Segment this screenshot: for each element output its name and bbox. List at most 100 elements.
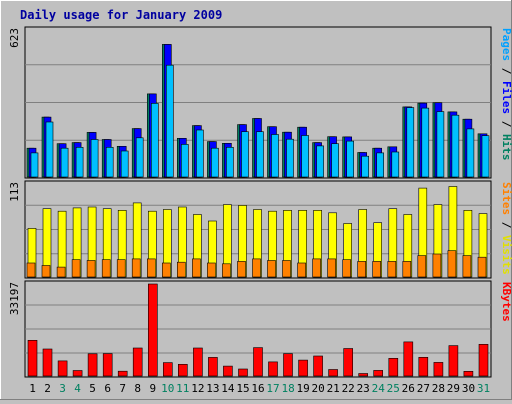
axis-label-hits: Pages / Files / Hits (500, 28, 512, 161)
bar-kbytes (27, 339, 38, 377)
axis-label-part: KBytes (500, 282, 512, 322)
bar-kbytes (448, 345, 459, 377)
x-tick-label: 31 (477, 382, 490, 395)
y-max-label-hits: 623 (8, 28, 21, 48)
x-axis-labels: 1 2 3 4 5 6 7 8 9 10 11 12 13 14 15 16 17 18 19 20 21 22 23 24 2… (29, 382, 490, 395)
bar-sites (342, 259, 352, 278)
x-tick-label: 6 (104, 382, 111, 395)
x-tick-label: 28 (432, 382, 445, 395)
bar-kbytes (163, 362, 173, 377)
bar-kbytes (87, 353, 98, 377)
bar-pages (406, 107, 415, 178)
bar-sites (222, 263, 231, 278)
bar-sites (357, 261, 367, 278)
bar-sites (56, 266, 66, 278)
bar-kbytes (223, 365, 233, 377)
bar-kbytes (193, 347, 203, 377)
bar-sites (237, 261, 246, 278)
bar-sites (192, 258, 201, 278)
bar-kbytes (358, 373, 369, 377)
bar-sites (207, 262, 216, 278)
bar-kbytes (102, 353, 113, 377)
bar-kbytes (313, 355, 323, 377)
bar-kbytes (132, 347, 143, 377)
bar-sites (312, 258, 321, 278)
axis-label-part: / (500, 114, 512, 134)
bar-sites (282, 260, 291, 278)
x-tick-label: 20 (311, 382, 324, 395)
bar-pages (30, 152, 39, 178)
bar-kbytes (117, 370, 128, 377)
bar-pages (196, 129, 204, 178)
bar-pages (361, 155, 370, 178)
bar-pages (451, 114, 460, 178)
bar-sites (402, 261, 412, 278)
x-tick-label: 15 (236, 382, 249, 395)
bar-pages (436, 111, 445, 178)
bar-pages (105, 147, 114, 178)
x-tick-label: 30 (462, 382, 475, 395)
x-tick-label: 29 (447, 382, 460, 395)
axis-label-part: Visits (500, 235, 512, 275)
y-max-label-visits: 113 (8, 182, 21, 202)
axis-label-part: Pages (500, 28, 512, 61)
x-tick-label: 24 (372, 382, 386, 395)
x-tick-label: 2 (44, 382, 51, 395)
x-tick-label: 26 (402, 382, 415, 395)
bar-pages (466, 128, 475, 178)
bar-pages (211, 147, 219, 178)
x-tick-label: 22 (342, 382, 355, 395)
bar-sites (177, 261, 186, 278)
bar-kbytes (433, 362, 444, 377)
x-tick-label: 13 (206, 382, 219, 395)
axis-label-part: Hits (500, 134, 512, 161)
bar-sites (267, 260, 276, 278)
bar-sites (162, 262, 171, 278)
bar-pages (421, 107, 430, 178)
bar-sites (26, 262, 36, 278)
bar-sites (432, 253, 442, 278)
bar-pages (301, 135, 309, 178)
y-max-label-kbytes: 33197 (8, 282, 21, 315)
bar-pages (286, 138, 294, 178)
bar-pages (166, 64, 174, 178)
bar-sites (41, 265, 51, 278)
bar-sites (252, 258, 261, 278)
axis-label-part: Files (500, 81, 512, 114)
bar-sites (477, 256, 487, 278)
bar-pages (331, 143, 339, 178)
bar-pages (45, 121, 54, 178)
bar-pages (316, 145, 324, 178)
bar-pages (241, 131, 249, 178)
bar-kbytes (388, 357, 399, 377)
bar-kbytes (298, 359, 308, 377)
x-tick-label: 7 (119, 382, 126, 395)
bar-pages (271, 134, 279, 178)
x-tick-label: 9 (149, 382, 156, 395)
bar-kbytes (343, 348, 354, 377)
bar-sites (417, 255, 427, 278)
x-tick-label: 5 (89, 382, 96, 395)
axis-label-part: Sites (500, 182, 512, 215)
bar-sites (297, 262, 306, 278)
bar-sites (462, 255, 472, 278)
x-tick-label: 1 (29, 382, 36, 395)
bar-kbytes (463, 370, 474, 377)
bar-pages (75, 147, 84, 178)
x-tick-label: 17 (266, 382, 279, 395)
axis-label-kbytes: KBytes (500, 282, 512, 322)
bar-kbytes (328, 369, 338, 377)
bar-kbytes (42, 348, 53, 377)
bar-sites (86, 260, 96, 278)
bar-sites (71, 259, 81, 278)
bar-pages (256, 131, 264, 178)
x-tick-label: 23 (357, 382, 370, 395)
x-tick-label: 12 (191, 382, 204, 395)
bar-pages (226, 147, 234, 178)
bar-pages (90, 139, 99, 178)
bar-kbytes (403, 341, 414, 377)
bar-kbytes (253, 347, 263, 377)
bar-sites (147, 258, 156, 278)
bar-pages (376, 152, 385, 178)
